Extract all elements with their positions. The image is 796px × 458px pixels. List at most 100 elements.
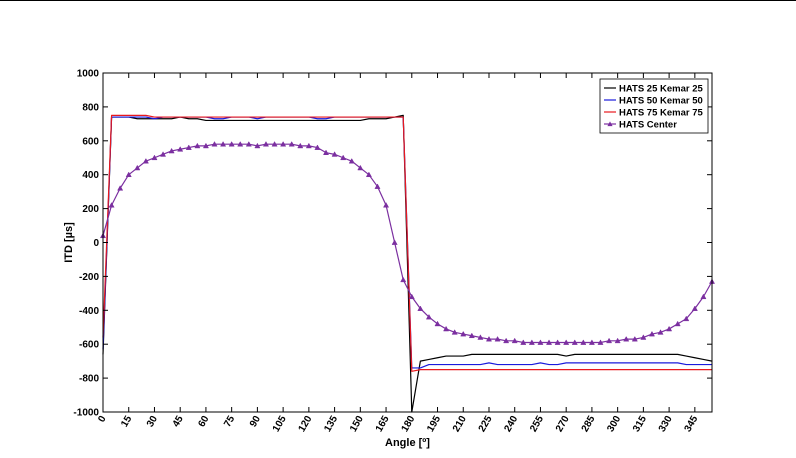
series-4-marker [237, 141, 244, 147]
x-tick-label: 60 [196, 414, 211, 430]
series-4-marker [434, 320, 441, 327]
x-tick-label: 120 [297, 414, 315, 434]
x-tick-label: 75 [222, 414, 237, 430]
y-tick-label: 200 [82, 204, 99, 215]
series-4-marker [657, 329, 664, 335]
series-4-marker [262, 141, 269, 147]
series-4-marker [117, 185, 124, 191]
y-tick-label: -600 [79, 340, 99, 351]
series-4-marker [648, 330, 655, 337]
series-4-marker [563, 339, 570, 345]
x-tick-label: 150 [348, 414, 366, 434]
series-line-1 [102, 114, 713, 413]
series-4-marker [305, 142, 312, 149]
y-tick-label: -800 [79, 374, 99, 385]
series-4-marker [322, 149, 330, 155]
x-tick-label: 210 [451, 414, 469, 434]
series-4-marker [666, 325, 673, 332]
x-axis-label: Angle [º] [385, 437, 430, 449]
series-4-marker [254, 142, 261, 149]
y-axis-label: ITD [µs] [63, 222, 75, 263]
series-4-marker [297, 142, 304, 149]
series-4-marker [606, 337, 613, 344]
x-tick-label: 15 [119, 414, 134, 430]
series-4-marker [211, 141, 218, 147]
series-4-marker [185, 144, 192, 150]
series-4-marker [202, 142, 209, 149]
series-4-marker [477, 334, 484, 340]
series-4-marker [588, 339, 595, 345]
series-4-marker [511, 337, 518, 344]
y-tick-label: -1000 [73, 408, 99, 419]
x-tick-label: 0 [96, 414, 109, 425]
series-4-marker [537, 339, 544, 345]
series-4-marker [580, 339, 587, 345]
y-tick-label: -400 [79, 306, 99, 317]
top-rule [0, 0, 796, 1]
legend-marker [607, 121, 613, 127]
series-4-marker [228, 141, 235, 147]
series-4-marker [546, 339, 553, 345]
series-4-marker [400, 276, 407, 283]
x-tick-label: 330 [657, 414, 675, 434]
legend-box [599, 78, 709, 134]
series-4-marker [177, 146, 184, 152]
series-4-marker [503, 337, 510, 344]
series-4-marker [614, 337, 621, 344]
series-4-marker [357, 164, 364, 171]
series-4-marker [271, 141, 278, 147]
x-tick-label: 270 [554, 414, 572, 434]
series-4-marker [528, 339, 535, 345]
series-4-marker [631, 336, 638, 342]
x-tick-label: 255 [528, 414, 546, 434]
series-4-marker [425, 313, 432, 320]
series-4-marker [494, 336, 501, 342]
series-4-marker [194, 142, 201, 149]
series-4-marker [571, 339, 578, 345]
series-4-marker [374, 183, 381, 189]
series-4-marker [623, 336, 630, 342]
series-4-marker [331, 151, 338, 157]
series-4-marker [683, 315, 690, 322]
y-tick-label: 0 [93, 238, 99, 249]
series-4-marker [220, 141, 227, 147]
series-4-marker [691, 305, 698, 311]
x-tick-label: 315 [631, 414, 649, 434]
series-4-marker [108, 202, 115, 208]
series-4-marker [245, 141, 252, 147]
series-4-marker [314, 144, 321, 150]
series-4-marker [640, 334, 647, 340]
x-tick-label: 345 [683, 414, 701, 434]
series-4-marker [151, 154, 158, 161]
series-4-marker [383, 202, 390, 208]
series-4-marker [288, 141, 295, 147]
legend-label: HATS 50 Kemar 50 [619, 96, 703, 107]
y-tick-label: -200 [79, 272, 99, 283]
series-4-marker [391, 239, 398, 245]
x-tick-label: 195 [425, 414, 443, 434]
series-4-marker [554, 339, 561, 345]
x-tick-label: 225 [477, 414, 495, 434]
x-tick-label: 30 [145, 414, 160, 430]
series-4-marker [451, 329, 458, 335]
series-4-marker [280, 141, 287, 147]
series-4-marker [142, 158, 149, 164]
series-4-marker [460, 330, 467, 337]
series-line-3 [102, 114, 712, 372]
series-4-marker [408, 293, 415, 300]
x-tick-label: 300 [605, 414, 623, 434]
series-4-marker [700, 293, 707, 300]
series-4-marker [520, 339, 527, 345]
series-4-marker [485, 336, 493, 342]
x-tick-label: 285 [580, 414, 598, 434]
x-tick-label: 165 [374, 414, 392, 434]
x-tick-label: 45 [171, 414, 186, 430]
x-tick-label: 90 [248, 414, 263, 430]
series-4-marker [160, 151, 167, 157]
x-tick-label: 105 [271, 414, 289, 434]
y-tick-label: 1000 [77, 69, 100, 80]
series-4-marker [340, 154, 347, 161]
x-tick-label: 180 [400, 414, 418, 434]
series-4-marker [674, 320, 681, 327]
